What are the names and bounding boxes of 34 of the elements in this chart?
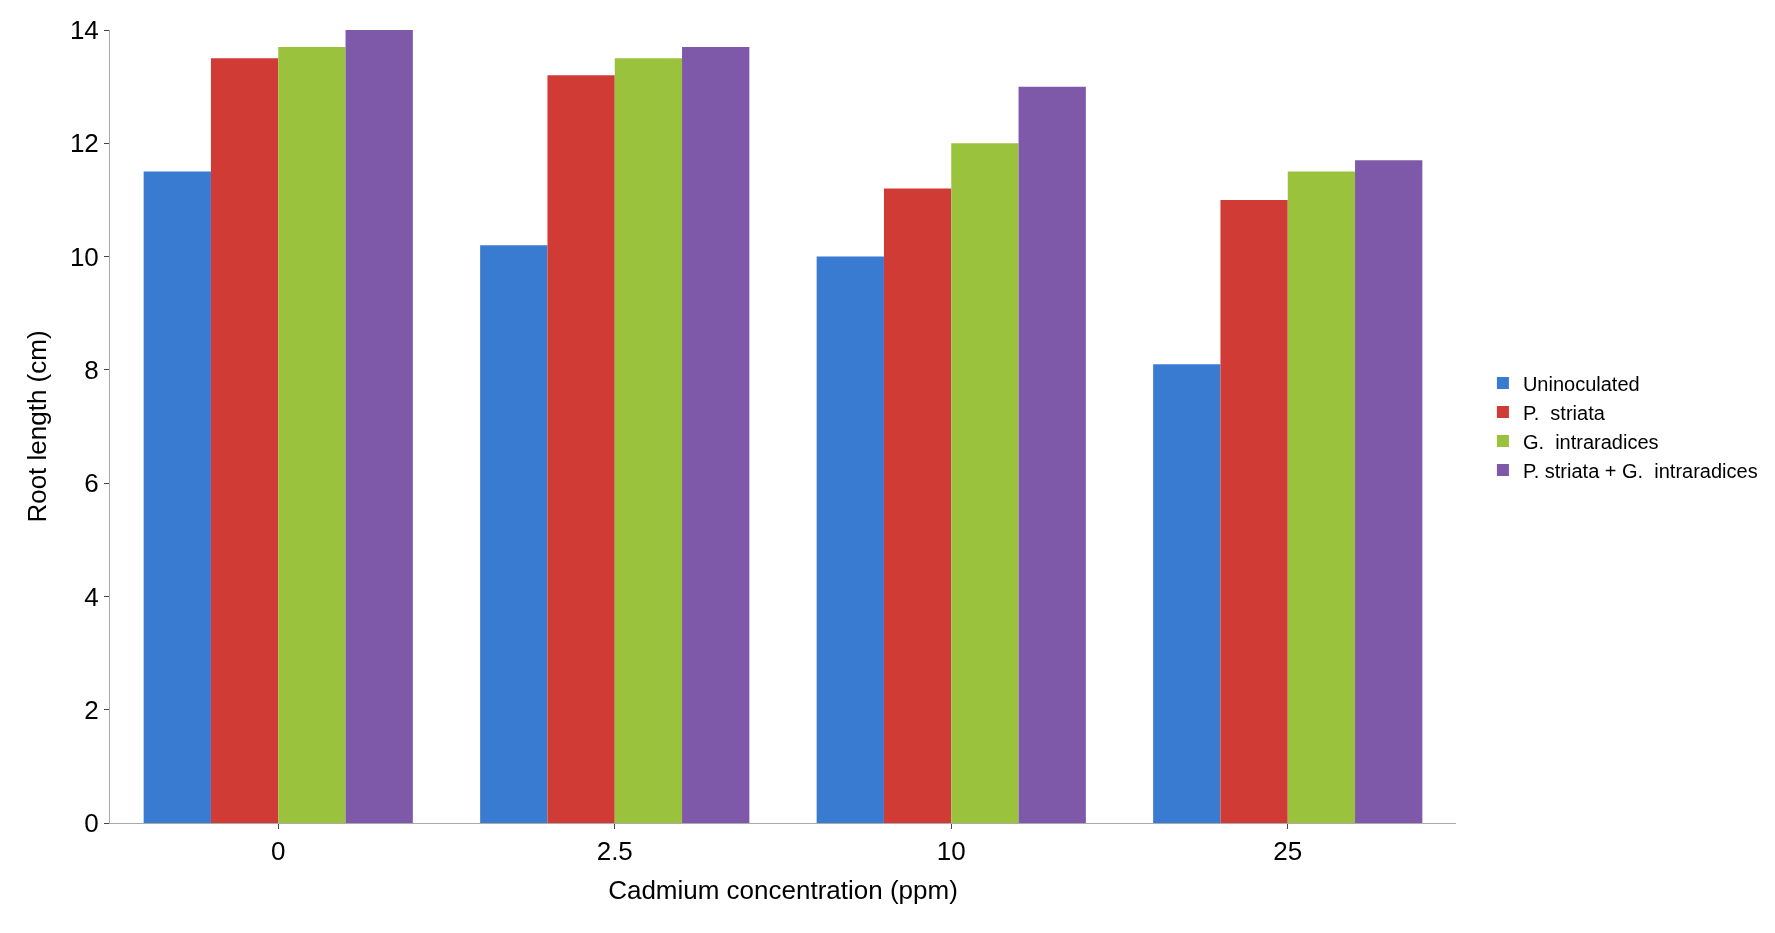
y-tick-label: 10 xyxy=(69,241,99,272)
bar xyxy=(547,75,615,823)
bar xyxy=(883,188,952,823)
bar xyxy=(1018,86,1086,823)
y-axis-title: Root length (cm) xyxy=(22,330,53,523)
x-tick-label: 10 xyxy=(936,836,966,867)
bar xyxy=(1220,199,1288,823)
x-tick-label: 2.5 xyxy=(596,836,633,867)
x-tick-label: 0 xyxy=(271,836,286,867)
legend-label: Uninoculated xyxy=(1522,372,1640,395)
legend-label: P. striata + G. intraradices xyxy=(1522,459,1758,482)
bar xyxy=(345,30,413,823)
x-axis-title: Cadmium concentration (ppm) xyxy=(608,874,958,905)
legend-label: P. striata xyxy=(1522,401,1606,424)
y-tick-label: 14 xyxy=(69,15,99,46)
bar xyxy=(210,58,279,823)
bar xyxy=(278,46,346,823)
bar xyxy=(480,245,548,823)
bar xyxy=(1153,364,1221,823)
legend-label: G. intraradices xyxy=(1522,430,1659,453)
y-tick-label: 0 xyxy=(84,808,99,839)
bar xyxy=(816,256,884,823)
bar xyxy=(614,58,683,823)
y-tick-label: 6 xyxy=(84,468,99,499)
x-tick-label: 25 xyxy=(1273,836,1303,867)
bar xyxy=(1355,160,1423,823)
bar xyxy=(682,46,750,823)
y-tick-label: 8 xyxy=(84,354,99,385)
bar xyxy=(951,143,1019,823)
bar xyxy=(1287,171,1356,823)
y-tick-label: 12 xyxy=(69,128,99,159)
y-tick-label: 2 xyxy=(84,694,99,725)
bar xyxy=(143,171,211,823)
y-tick-label: 4 xyxy=(84,581,99,612)
